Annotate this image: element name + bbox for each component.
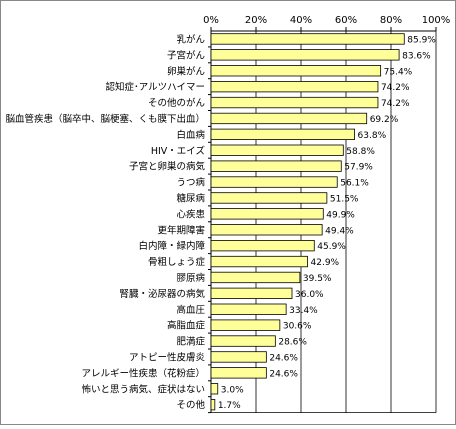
x-tick-label: 80%: [380, 15, 402, 26]
category-label: 脳血管疾患（脳卒中、脳梗塞、くも膜下出血）: [5, 113, 205, 125]
data-label: 30.6%: [283, 322, 312, 332]
bar: [210, 96, 379, 109]
x-tick-label: 60%: [335, 15, 357, 26]
bar: [210, 351, 267, 363]
data-label: 1.7%: [218, 401, 241, 411]
data-label: 56.1%: [340, 179, 369, 189]
labels-layer: 0% 20% 40% 60% 80% 100% 乳がん 85.9% 子宮がん 83.6% 卵巣がん 7…: [5, 15, 450, 411]
data-label: 63.8%: [358, 131, 387, 141]
category-label: 骨粗しょう症: [148, 256, 206, 268]
data-label: 36.0%: [295, 290, 324, 300]
data-label: 51.5%: [330, 194, 359, 204]
bar: [210, 255, 308, 268]
bar: [210, 144, 344, 156]
bar: [210, 303, 287, 315]
category-label: 乳がん: [176, 33, 205, 45]
data-label: 83.6%: [402, 51, 431, 61]
data-label: 33.4%: [289, 306, 318, 316]
bar: [210, 383, 219, 395]
bar: [210, 81, 379, 93]
category-label: 心疾患: [176, 208, 205, 220]
data-label: 75.4%: [384, 67, 413, 77]
bar: [210, 176, 338, 188]
data-label: 69.2%: [370, 115, 399, 125]
data-label: 24.6%: [269, 369, 298, 379]
bar: [210, 112, 368, 125]
category-label: その他のがん: [148, 97, 205, 109]
category-label: 膠原病: [176, 272, 205, 284]
data-label: 28.6%: [278, 338, 307, 348]
category-label: 腎臓・泌尿器の病気: [119, 288, 205, 300]
bar: [210, 65, 382, 77]
bar: [210, 398, 216, 411]
category-label: アレルギー性疾患（花粉症）: [81, 367, 205, 379]
category-label: 白内障・緑内障: [138, 240, 205, 252]
data-label: 74.2%: [381, 99, 410, 109]
category-label: HIV・エイズ: [151, 145, 206, 157]
data-label: 58.8%: [346, 147, 375, 157]
data-label: 45.9%: [317, 242, 346, 252]
category-label: 糖尿病: [176, 192, 205, 204]
data-label: 3.0%: [221, 385, 244, 395]
data-label: 42.9%: [311, 258, 340, 268]
bar: [210, 271, 301, 284]
category-label: 子宮がん: [167, 49, 205, 61]
x-tick-label: 0%: [203, 15, 219, 26]
category-label: 更年期障害: [157, 224, 205, 236]
bar: [210, 128, 355, 141]
bar: [210, 49, 400, 61]
bar: [210, 335, 276, 347]
bar: [210, 367, 267, 379]
data-label: 57.9%: [344, 163, 373, 173]
category-label: 高脂血症: [167, 320, 206, 332]
category-label: 子宮と卵巣の病気: [129, 161, 206, 173]
category-label: アトピー性皮膚炎: [129, 351, 206, 363]
category-label: 認知症･アルツハイマー: [106, 81, 205, 93]
x-tick-label: 40%: [290, 15, 312, 26]
category-label: 高血圧: [176, 304, 205, 316]
bar: [210, 239, 315, 252]
data-label: 74.2%: [381, 83, 410, 93]
bar: [210, 192, 328, 204]
x-tick-label: 20%: [245, 15, 267, 26]
bar: [210, 319, 281, 331]
bar: [210, 33, 405, 45]
data-label: 49.9%: [326, 210, 355, 220]
grid-layer: [208, 27, 437, 414]
x-tick-label: 100%: [422, 15, 451, 26]
category-label: 卵巣がん: [167, 65, 205, 77]
data-label: 49.4%: [325, 226, 354, 236]
bar: [210, 160, 342, 172]
category-label: その他: [176, 399, 205, 411]
bar: [210, 287, 293, 300]
data-label: 85.9%: [407, 35, 436, 45]
category-label: うつ病: [176, 177, 205, 189]
category-label: 怖いと思う病気、症状はない: [81, 383, 205, 395]
data-label: 24.6%: [269, 353, 298, 363]
bar: [210, 224, 323, 236]
category-label: 肥満症: [176, 336, 205, 348]
bars-layer: [210, 33, 405, 411]
category-label: 白血病: [176, 129, 205, 141]
bar: [210, 208, 324, 220]
data-label: 39.5%: [303, 274, 332, 284]
